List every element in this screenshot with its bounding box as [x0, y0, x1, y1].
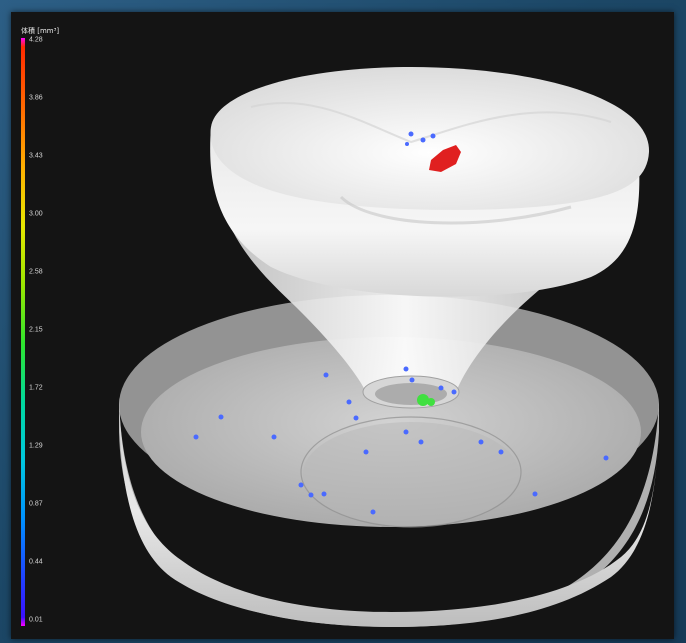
defect-blue: [370, 509, 376, 515]
defect-blue: [323, 372, 329, 378]
defect-blue: [409, 377, 415, 383]
defect-markers: [193, 131, 609, 515]
defect-blue: [478, 439, 484, 445]
colorbar-tick: 2.58: [29, 268, 43, 276]
defect-blue: [353, 415, 359, 421]
colorbar-tick: 2.15: [29, 326, 43, 334]
viewer-frame: 体積 [mm³] 4.28 3.86 3.43 3.00 2.58 2.15 1…: [11, 12, 674, 639]
colorbar-tick: 1.72: [29, 384, 43, 392]
top-body-face: [210, 67, 650, 210]
defect-blue: [603, 455, 609, 461]
colorbar-tick: 0.44: [29, 558, 43, 566]
colorbar-tick: 3.00: [29, 210, 43, 218]
defect-blue: [430, 133, 436, 139]
defect-blue: [438, 385, 444, 391]
colorbar-tick: 3.86: [29, 94, 43, 102]
colorbar-tick: 4.28: [29, 36, 43, 44]
colorbar-tick: 3.43: [29, 152, 43, 160]
defect-blue: [498, 449, 504, 455]
defect-blue: [405, 142, 409, 146]
defect-blue: [298, 482, 304, 488]
defect-blue: [193, 434, 199, 440]
defect-blue: [403, 366, 409, 372]
top-body-model: [210, 67, 650, 297]
defect-blue: [418, 439, 424, 445]
defect-blue: [321, 491, 327, 497]
top-body-side: [210, 127, 640, 297]
defect-green: [417, 394, 429, 406]
colorbar-tick: 1.29: [29, 442, 43, 450]
colorbar-title: 体積 [mm³]: [21, 27, 60, 35]
defect-blue: [218, 414, 224, 420]
3d-viewport[interactable]: [11, 12, 674, 639]
defect-blue: [308, 492, 314, 498]
defect-blue: [403, 429, 409, 435]
defect-blue: [451, 389, 457, 395]
defect-green: [427, 398, 435, 406]
colorbar-tick: 0.87: [29, 500, 43, 508]
top-body-texture: [250, 102, 612, 144]
top-body-shading: [339, 195, 572, 225]
defect-blue: [346, 399, 352, 405]
defect-large-red: [429, 145, 461, 172]
defect-blue: [271, 434, 277, 440]
defect-blue: [420, 137, 426, 143]
defect-blue: [363, 449, 369, 455]
volume-colorbar: 体積 [mm³] 4.28 3.86 3.43 3.00 2.58 2.15 1…: [17, 26, 77, 626]
colorbar-gradient: [21, 38, 25, 626]
cone-hole: [375, 383, 447, 405]
dish-model: [119, 295, 659, 627]
defect-blue: [532, 491, 538, 497]
dish-inner-plate: [303, 422, 519, 526]
colorbar-tick: 0.01: [29, 616, 43, 624]
defect-blue: [408, 131, 414, 137]
dish-inner-ring: [300, 416, 522, 528]
